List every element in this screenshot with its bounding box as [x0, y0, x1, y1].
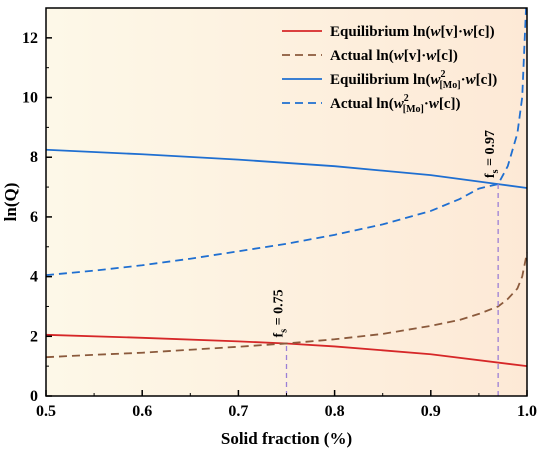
series-line-2 — [45, 252, 528, 359]
annotations: fs = 0.75 fs = 0.97 — [272, 130, 501, 396]
y-tick-label: 6 — [30, 209, 38, 226]
y-tick-label: 4 — [30, 269, 38, 286]
series-lines — [45, 7, 528, 368]
y-axis-title: ln(Q) — [1, 183, 20, 222]
x-tick-label: 0.7 — [228, 403, 248, 420]
series-line-3 — [45, 148, 528, 189]
series-line-4 — [45, 7, 527, 277]
x-tick-label: 0.5 — [36, 403, 56, 420]
annotation-label-1: fs = 0.75 — [272, 289, 290, 337]
legend: Equilibrium ln(w[v]·w[c]) Actual ln(w[v]·… — [282, 24, 497, 115]
x-tick-label: 0.9 — [421, 403, 441, 420]
legend-label-2: Actual ln(w[v]·w[c]) — [330, 48, 458, 64]
legend-label-4: Actual ln(w2 [Mo]·w[c]) — [330, 93, 461, 115]
x-axis-title: Solid fraction (%) — [221, 429, 352, 448]
axis-ticks: 0.5 0.6 0.7 0.8 0.9 1.0 0 2 4 6 8 10 12 — [22, 30, 537, 420]
plot-area-background — [46, 8, 527, 396]
annotation-label-2: fs = 0.97 — [483, 130, 501, 178]
x-tick-label: 1.0 — [517, 403, 537, 420]
y-tick-label: 8 — [30, 149, 38, 166]
y-tick-label: 0 — [30, 388, 38, 405]
legend-label-3: Equilibrium ln(w2 [Mo]·w[c]) — [330, 69, 497, 91]
legend-label-1: Equilibrium ln(w[v]·w[c]) — [330, 24, 495, 40]
y-tick-label: 2 — [30, 328, 38, 345]
x-tick-label: 0.8 — [325, 403, 345, 420]
y-tick-label: 12 — [22, 30, 38, 47]
x-tick-label: 0.6 — [132, 403, 152, 420]
y-tick-label: 10 — [22, 90, 38, 107]
